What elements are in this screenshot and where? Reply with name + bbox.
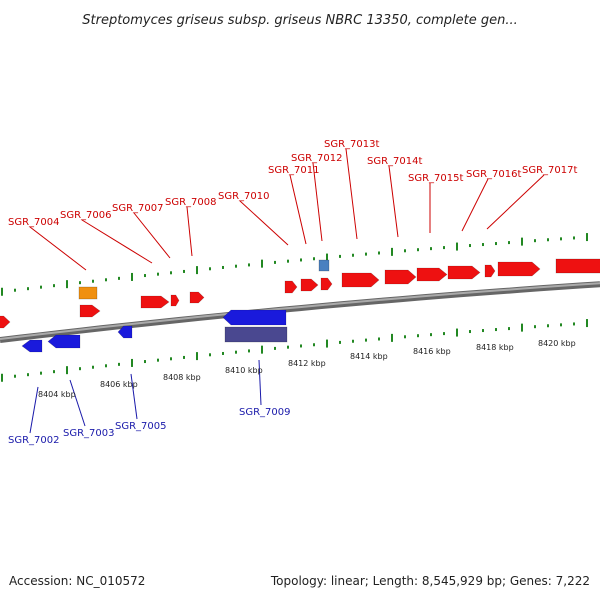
leader-line — [69, 379, 86, 427]
gene-label-reverse: SGR_7002 — [8, 435, 60, 446]
gene-features — [0, 258, 600, 353]
label-leader-lines — [29, 148, 545, 434]
leader-line — [486, 174, 545, 230]
leader-line — [345, 148, 358, 240]
gene-label-forward: SGR_7008 — [165, 197, 217, 208]
feature-arrow — [447, 265, 481, 280]
feature-arrow — [384, 269, 417, 285]
kbp-tick-label: 8418 kbp — [476, 343, 514, 352]
feature-box — [224, 326, 288, 343]
leader-line — [239, 200, 289, 246]
feature-arrow — [21, 339, 43, 353]
kbp-tick-label: 8416 kbp — [413, 347, 451, 356]
feature-arrow — [117, 325, 133, 339]
leader-line — [312, 162, 323, 242]
kbp-tick-label: 8404 kbp — [38, 390, 76, 399]
feature-arrow — [484, 264, 496, 278]
gene-label-forward: SGR_7017t — [522, 165, 577, 176]
feature-arrow — [284, 280, 298, 294]
gene-label-forward: SGR_7012 — [291, 153, 343, 164]
gene-label-forward: SGR_7015t — [408, 173, 463, 184]
feature-arrow — [47, 334, 81, 349]
feature-arrow — [222, 309, 287, 326]
feature-arrow — [300, 278, 319, 292]
gene-label-forward: SGR_7016t — [466, 169, 521, 180]
leader-line — [258, 359, 262, 406]
inner-tick-track — [1, 319, 588, 382]
feature-box — [318, 259, 330, 272]
feature-arrow — [320, 277, 333, 291]
leader-line — [461, 178, 489, 232]
genome-summary-text: Topology: linear; Length: 8,545,929 bp; … — [270, 574, 590, 588]
gene-label-forward: SGR_7006 — [60, 210, 112, 221]
kbp-tick-label: 8410 kbp — [225, 366, 263, 375]
leader-line — [289, 174, 307, 245]
feature-box — [555, 258, 600, 274]
feature-box — [78, 286, 98, 300]
kbp-tick-label: 8406 kbp — [100, 380, 138, 389]
feature-arrow — [170, 294, 180, 307]
map-title: Streptomyces griseus subsp. griseus NBRC… — [82, 13, 517, 28]
gene-label-forward: SGR_7010 — [218, 191, 270, 202]
gene-labels: SGR_7004SGR_7006SGR_7007SGR_7008SGR_7010… — [8, 139, 577, 446]
feature-arrow — [189, 291, 205, 304]
gene-label-forward: SGR_7014t — [367, 156, 422, 167]
gene-label-forward: SGR_7007 — [112, 203, 164, 214]
leader-line — [186, 206, 193, 257]
gene-label-forward: SGR_7013t — [324, 139, 379, 150]
kbp-axis-labels: 8404 kbp 8406 kbp 8408 kbp 8410 kbp 8412 kbp… — [38, 339, 576, 399]
kbp-tick-label: 8412 kbp — [288, 359, 326, 368]
gene-label-reverse: SGR_7009 — [239, 407, 291, 418]
accession-text: Accession: NC_010572 — [9, 574, 146, 588]
gene-label-forward: SGR_7011 — [268, 165, 320, 176]
feature-arrow — [79, 304, 101, 318]
outer-tick-track — [1, 233, 588, 296]
kbp-tick-label: 8420 kbp — [538, 339, 576, 348]
feature-arrow — [497, 261, 541, 277]
leader-line — [388, 165, 399, 238]
kbp-tick-label: 8414 kbp — [350, 352, 388, 361]
feature-arrow — [341, 272, 380, 288]
feature-arrow — [140, 295, 170, 309]
genome-backbone — [0, 281, 600, 343]
gene-label-reverse: SGR_7003 — [63, 428, 115, 439]
leader-line — [29, 226, 87, 271]
leader-line — [130, 373, 138, 420]
feature-arrow — [416, 267, 448, 282]
gene-label-forward: SGR_7004 — [8, 217, 60, 228]
leader-line — [133, 212, 171, 259]
feature-arrow — [0, 315, 11, 329]
leader-line — [29, 386, 39, 434]
leader-line — [81, 219, 153, 264]
kbp-tick-label: 8408 kbp — [163, 373, 201, 382]
gene-label-reverse: SGR_7005 — [115, 421, 167, 432]
